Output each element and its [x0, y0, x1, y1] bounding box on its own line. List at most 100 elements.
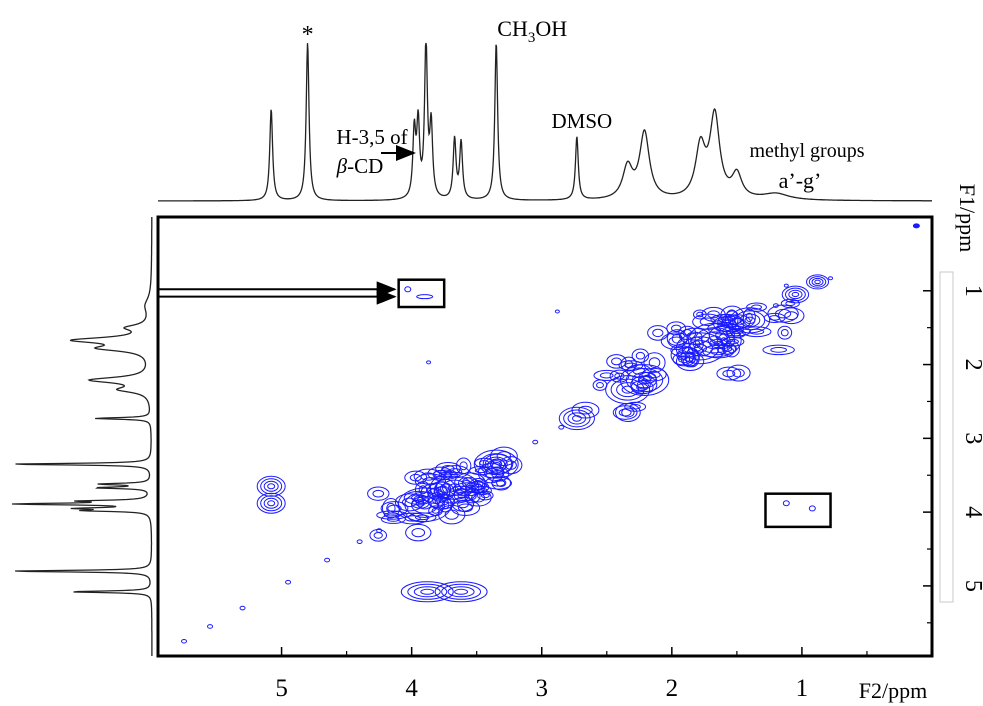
diagonal-peak — [814, 279, 821, 285]
diagonal-peak — [647, 370, 661, 379]
diagonal-peak — [435, 461, 461, 476]
diagonal-peak — [746, 302, 767, 312]
diagonal-peak — [563, 409, 591, 428]
methanol-oh: OH — [535, 16, 567, 41]
diagonal-peak — [710, 347, 727, 356]
diagonal-peak — [671, 333, 683, 344]
diagonal-peak — [285, 579, 292, 585]
diagonal-peak — [912, 223, 920, 229]
diagonal-peak — [652, 328, 664, 338]
cross-peak — [441, 583, 482, 600]
diagonal-peak — [720, 319, 737, 329]
diagonal-peak — [434, 497, 449, 506]
y-tick-label: 5 — [960, 580, 983, 592]
cross-peak — [400, 581, 454, 603]
diagonal-peak — [532, 439, 539, 445]
diagonal-peak — [386, 502, 396, 514]
x-axis-label: F2/ppm — [859, 678, 927, 703]
y-tick-label: 1 — [960, 285, 983, 297]
asterisk-label: * — [302, 22, 314, 48]
diagonal-peak — [678, 327, 710, 345]
highlight-boxes — [397, 278, 832, 529]
diagonal-peak — [444, 509, 459, 520]
diagonal-peak — [676, 350, 689, 361]
diagonal-peak — [726, 364, 751, 382]
diagonal-peak — [641, 367, 667, 382]
diagonal-peak — [636, 383, 649, 392]
diagonal-peak — [469, 478, 488, 490]
diagonal-peak — [397, 512, 429, 525]
diagonal-peak — [777, 325, 793, 340]
diagonal-peak — [372, 489, 385, 498]
diagonal-peak — [558, 424, 565, 430]
diagonal-peak — [671, 324, 682, 333]
diagonal-peak — [461, 477, 479, 488]
cross-peak — [404, 286, 412, 293]
diagonal-peak — [599, 372, 614, 379]
h35-label-line1: H-3,5 of — [336, 125, 407, 149]
cross-peak — [263, 497, 279, 509]
diagonal-peak — [373, 531, 383, 539]
y-tick-label: 3 — [960, 432, 983, 444]
diagonal-peak — [751, 304, 762, 310]
cross-peak — [447, 586, 475, 598]
diagonal-peak — [367, 486, 390, 501]
h35-label-line2: β-CD — [336, 154, 384, 178]
diagonal-peak — [629, 403, 641, 410]
diagonal-peak — [780, 328, 789, 337]
diagonal-peak — [181, 638, 188, 644]
diagonal-peak — [473, 480, 484, 488]
diagonal-peak — [648, 357, 661, 368]
diagonal-peak — [447, 468, 463, 476]
y-tick-label: 2 — [960, 359, 983, 371]
diagonal-peak — [457, 500, 469, 509]
diagonal-peak — [414, 473, 447, 489]
diagonal-peak — [707, 322, 740, 335]
diagonal-peak — [716, 366, 742, 381]
diagonal-peak — [618, 408, 632, 417]
diagonal-peak — [762, 344, 795, 356]
diagonal-peak — [741, 326, 772, 338]
diagonal-peak — [647, 325, 669, 341]
cross-peak — [808, 505, 816, 512]
x-tick-label: 4 — [405, 675, 418, 702]
diagonal-peak — [376, 528, 383, 533]
methanol-ch: CH — [497, 16, 528, 41]
h35-cd: -CD — [347, 154, 383, 178]
y-tick-label: 4 — [960, 506, 983, 518]
diagonal-peak — [592, 379, 608, 391]
diagonal-peak — [473, 449, 519, 479]
diagonal-peak — [666, 329, 688, 349]
methanol-label: CH3OH — [497, 16, 567, 46]
diagonal-peak — [745, 312, 753, 323]
diagonal-peak — [408, 512, 437, 523]
cross-peak — [426, 360, 432, 365]
diagonal-peak — [496, 478, 507, 487]
diagonal-peak — [394, 493, 425, 512]
left-spectrum-trace — [11, 217, 153, 656]
diagonal-peak — [806, 274, 830, 290]
diagonal-peak — [624, 401, 647, 412]
cross-peak — [434, 581, 488, 603]
diagonal-peak — [452, 482, 485, 497]
x-tick-label: 1 — [796, 675, 809, 702]
diagonal-peak — [491, 462, 502, 470]
diagonal-peak — [426, 481, 455, 502]
cross-peak — [263, 480, 279, 492]
diagonal-peak — [487, 458, 506, 474]
diagonal-peak — [811, 277, 824, 286]
cross-peak — [256, 492, 286, 514]
diagonal-peak — [491, 475, 511, 491]
diagonal-peak — [727, 344, 737, 354]
y-axis-bracket — [939, 271, 954, 603]
diagonal-peak — [791, 291, 800, 298]
diagonal-peak — [609, 369, 630, 383]
contour-layer — [181, 223, 920, 644]
diagonal-peak — [405, 523, 432, 542]
diagonal-peak — [459, 461, 468, 471]
diagonal-peak — [356, 539, 363, 544]
methyl-label-line2: a’-g’ — [779, 168, 822, 193]
plot-area — [156, 215, 934, 658]
cross-peak — [420, 588, 435, 595]
